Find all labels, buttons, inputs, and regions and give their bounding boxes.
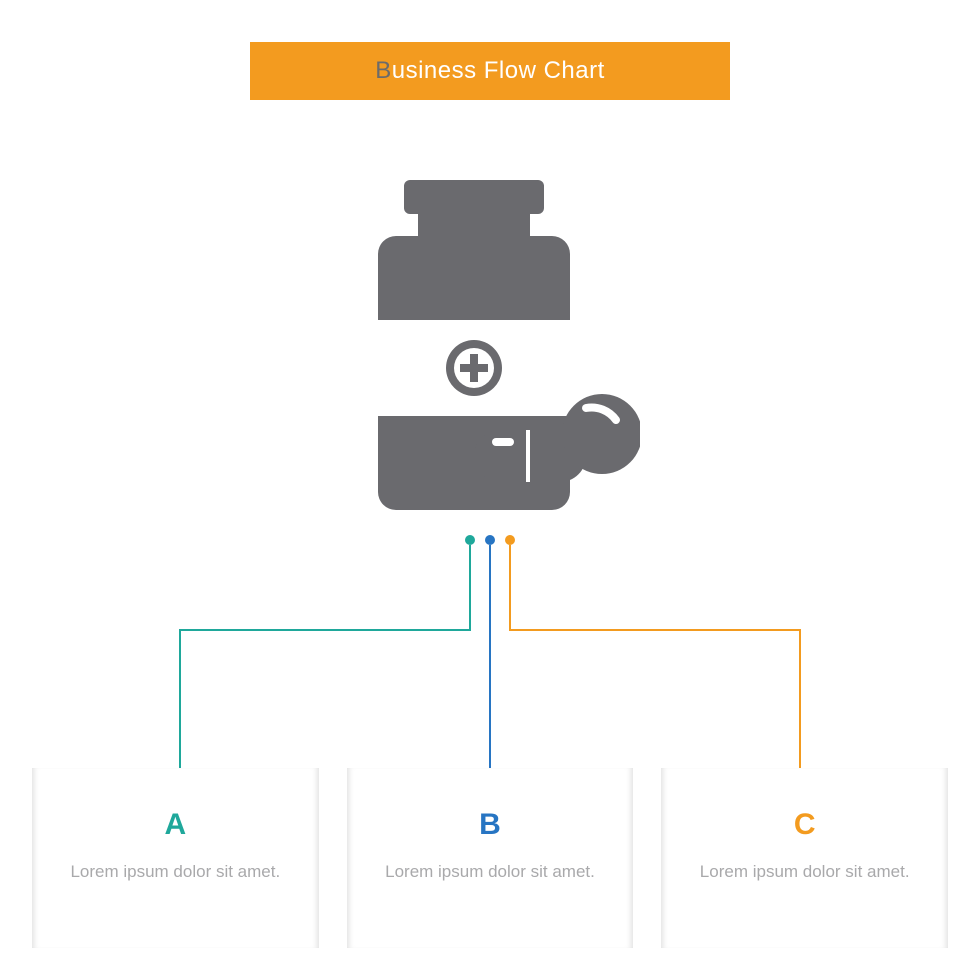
header-bar: Business Flow Chart: [250, 42, 730, 100]
panel-letter: C: [685, 808, 924, 842]
panel-b: B Lorem ipsum dolor sit amet.: [347, 768, 634, 948]
medicine-bottle-pills-icon: [340, 180, 640, 510]
panel-letter: A: [56, 808, 295, 842]
panel-a: A Lorem ipsum dolor sit amet.: [32, 768, 319, 948]
panel-row: A Lorem ipsum dolor sit amet. B Lorem ipsum…: [32, 768, 948, 948]
panel-c: C Lorem ipsum dolor sit amet.: [661, 768, 948, 948]
title-rest: usiness Flow Chart: [392, 57, 605, 84]
panel-text: Lorem ipsum dolor sit amet.: [371, 860, 610, 885]
panel-letter: B: [371, 808, 610, 842]
title-prefix: B: [375, 57, 392, 84]
panel-text: Lorem ipsum dolor sit amet.: [685, 860, 924, 885]
panel-text: Lorem ipsum dolor sit amet.: [56, 860, 295, 885]
page-title: Business Flow Chart: [375, 57, 605, 85]
